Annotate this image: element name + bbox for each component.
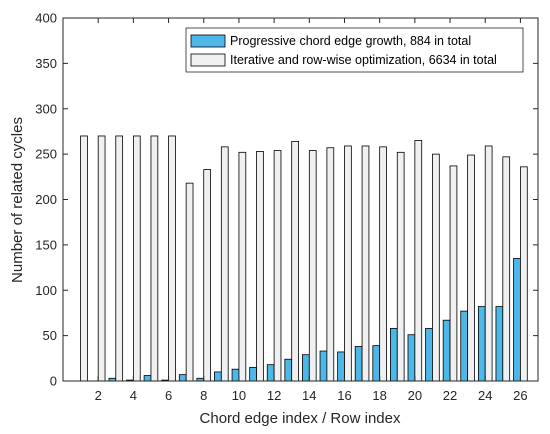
bar-iterative-10 — [238, 151, 247, 382]
x-tick-label: 22 — [443, 388, 457, 403]
bar-iterative-4 — [132, 135, 141, 382]
y-tick-label: 400 — [35, 11, 57, 26]
bar-progressive-12 — [266, 364, 275, 382]
x-tick-label: 18 — [372, 388, 386, 403]
bar-progressive-18 — [372, 345, 381, 382]
bar-iterative-2 — [97, 135, 106, 382]
bar-progressive-20 — [407, 334, 416, 382]
x-tick-label: 14 — [302, 388, 316, 403]
bar-progressive-15 — [319, 350, 328, 382]
x-tick-label: 16 — [337, 388, 351, 403]
bar-progressive-16 — [337, 351, 345, 382]
bar-iterative-26 — [520, 166, 528, 382]
bar-iterative-16 — [344, 145, 352, 382]
bar-progressive-19 — [389, 327, 398, 382]
y-tick-label: 350 — [35, 56, 57, 71]
bar-progressive-23 — [460, 310, 469, 382]
bar-iterative-25 — [502, 156, 511, 382]
y-tick-label: 300 — [35, 101, 57, 116]
bar-iterative-20 — [414, 140, 423, 382]
bar-iterative-22 — [449, 165, 458, 382]
bar-iterative-6 — [168, 135, 176, 382]
y-tick-label: 0 — [50, 374, 57, 389]
y-axis-label: Number of related cycles — [9, 117, 26, 283]
bar-iterative-19 — [396, 151, 405, 382]
bar-iterative-24 — [484, 145, 493, 382]
bar-iterative-5 — [150, 135, 159, 382]
x-tick-label: 10 — [232, 388, 246, 403]
bar-progressive-7 — [178, 374, 187, 382]
bar-iterative-18 — [379, 146, 387, 382]
bar-iterative-9 — [220, 146, 229, 382]
bar-progressive-24 — [477, 306, 486, 382]
legend-label-progressive: Progressive chord edge growth, 884 in to… — [230, 34, 471, 48]
bar-progressive-17 — [354, 346, 363, 382]
x-tick-label: 8 — [200, 388, 207, 403]
bar-progressive-10 — [231, 368, 240, 382]
legend-swatch-iterative — [190, 53, 226, 67]
legend-swatch-progressive — [190, 34, 226, 48]
bar-iterative-23 — [467, 154, 475, 382]
legend-box — [185, 27, 524, 73]
y-tick-label: 100 — [35, 283, 57, 298]
bar-iterative-15 — [326, 147, 335, 382]
x-tick-label: 6 — [165, 388, 172, 403]
bar-iterative-7 — [185, 182, 194, 382]
bar-progressive-22 — [442, 319, 451, 382]
bar-progressive-25 — [495, 306, 504, 382]
x-tick-label: 12 — [267, 388, 281, 403]
y-tick-label: 50 — [43, 328, 57, 343]
plot-area — [63, 18, 538, 381]
bar-progressive-21 — [425, 327, 433, 382]
bar-progressive-11 — [249, 366, 257, 382]
y-axis: 0 50 100 150 200 250 300 350 400 — [35, 11, 538, 389]
bar-iterative-21 — [432, 153, 440, 382]
bar-iterative-13 — [291, 141, 299, 382]
bar-iterative-1 — [80, 135, 88, 382]
y-tick-label: 250 — [35, 147, 57, 162]
bar-progressive-13 — [284, 358, 293, 382]
bar-progressive-26 — [513, 258, 521, 382]
x-tick-label: 26 — [513, 388, 527, 403]
bar-iterative-17 — [361, 145, 370, 382]
bar-progressive-5 — [143, 375, 152, 382]
x-axis-label: Chord edge index / Row index — [200, 410, 401, 427]
bar-iterative-3 — [115, 135, 124, 382]
y-tick-label: 150 — [35, 237, 57, 252]
x-tick-label: 4 — [130, 388, 137, 403]
bar-iterative-8 — [203, 169, 212, 382]
legend-label-iterative: Iterative and row-wise optimization, 663… — [230, 53, 497, 67]
x-tick-label: 20 — [408, 388, 422, 403]
bar-iterative-12 — [273, 150, 282, 382]
bar-progressive-9 — [214, 371, 222, 382]
y-tick-label: 200 — [35, 192, 57, 207]
x-axis: 2 4 6 8 10 12 14 16 18 20 22 24 26 — [95, 18, 528, 403]
bar-iterative-14 — [308, 150, 317, 382]
bar-iterative-11 — [256, 150, 264, 382]
legend: Progressive chord edge growth, 884 in to… — [185, 27, 524, 73]
x-tick-label: 24 — [478, 388, 492, 403]
bar-progressive-14 — [302, 354, 310, 382]
x-tick-label: 2 — [95, 388, 102, 403]
